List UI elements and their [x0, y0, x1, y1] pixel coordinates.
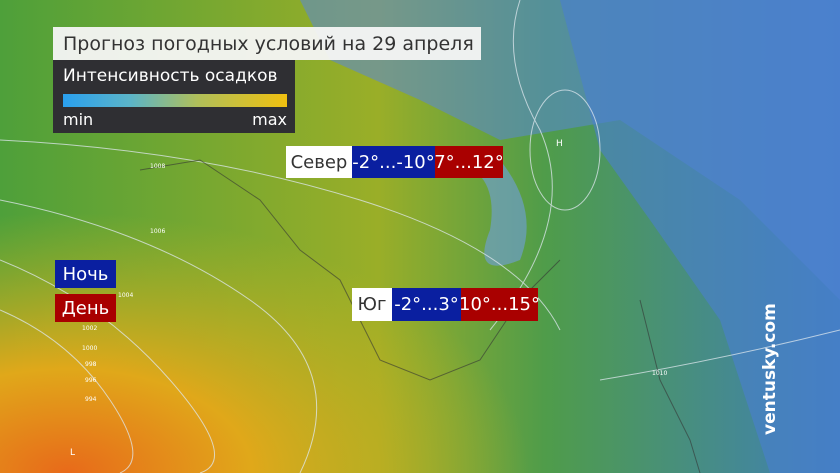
isobar-label: 994 — [85, 396, 97, 403]
region-name: Север — [286, 146, 352, 178]
night-temp: -2°...3° — [392, 288, 461, 321]
legend-min: min — [63, 110, 94, 129]
isobar-label: 1002 — [82, 325, 97, 332]
legend-color-bar — [63, 94, 287, 107]
isobar-label: 1006 — [150, 228, 165, 235]
isobar-label: 1000 — [82, 345, 97, 352]
low-pressure-label: L — [70, 448, 75, 458]
isobar-label: 1004 — [118, 292, 133, 299]
night-temp: -2°...-10° — [352, 146, 435, 178]
region-name: Юг — [352, 288, 392, 321]
isobar-label: 996 — [85, 377, 97, 384]
day-temp: 7°...12° — [434, 146, 504, 178]
high-pressure-label: H — [556, 139, 563, 149]
day-key: День — [55, 294, 116, 322]
page-title: Прогноз погодных условий на 29 апреля — [53, 27, 481, 60]
isobar-label: 1010 — [652, 370, 667, 377]
isobar-label: 998 — [85, 361, 97, 368]
brand-watermark: ventusky.com — [760, 303, 780, 435]
legend-title: Интенсивность осадков — [63, 66, 278, 86]
precipitation-legend: Интенсивность осадков min max — [53, 60, 295, 133]
night-key: Ночь — [55, 260, 116, 288]
isobar-label: 1008 — [150, 163, 165, 170]
legend-max: max — [252, 110, 287, 129]
day-temp: 10°...15° — [459, 288, 540, 321]
